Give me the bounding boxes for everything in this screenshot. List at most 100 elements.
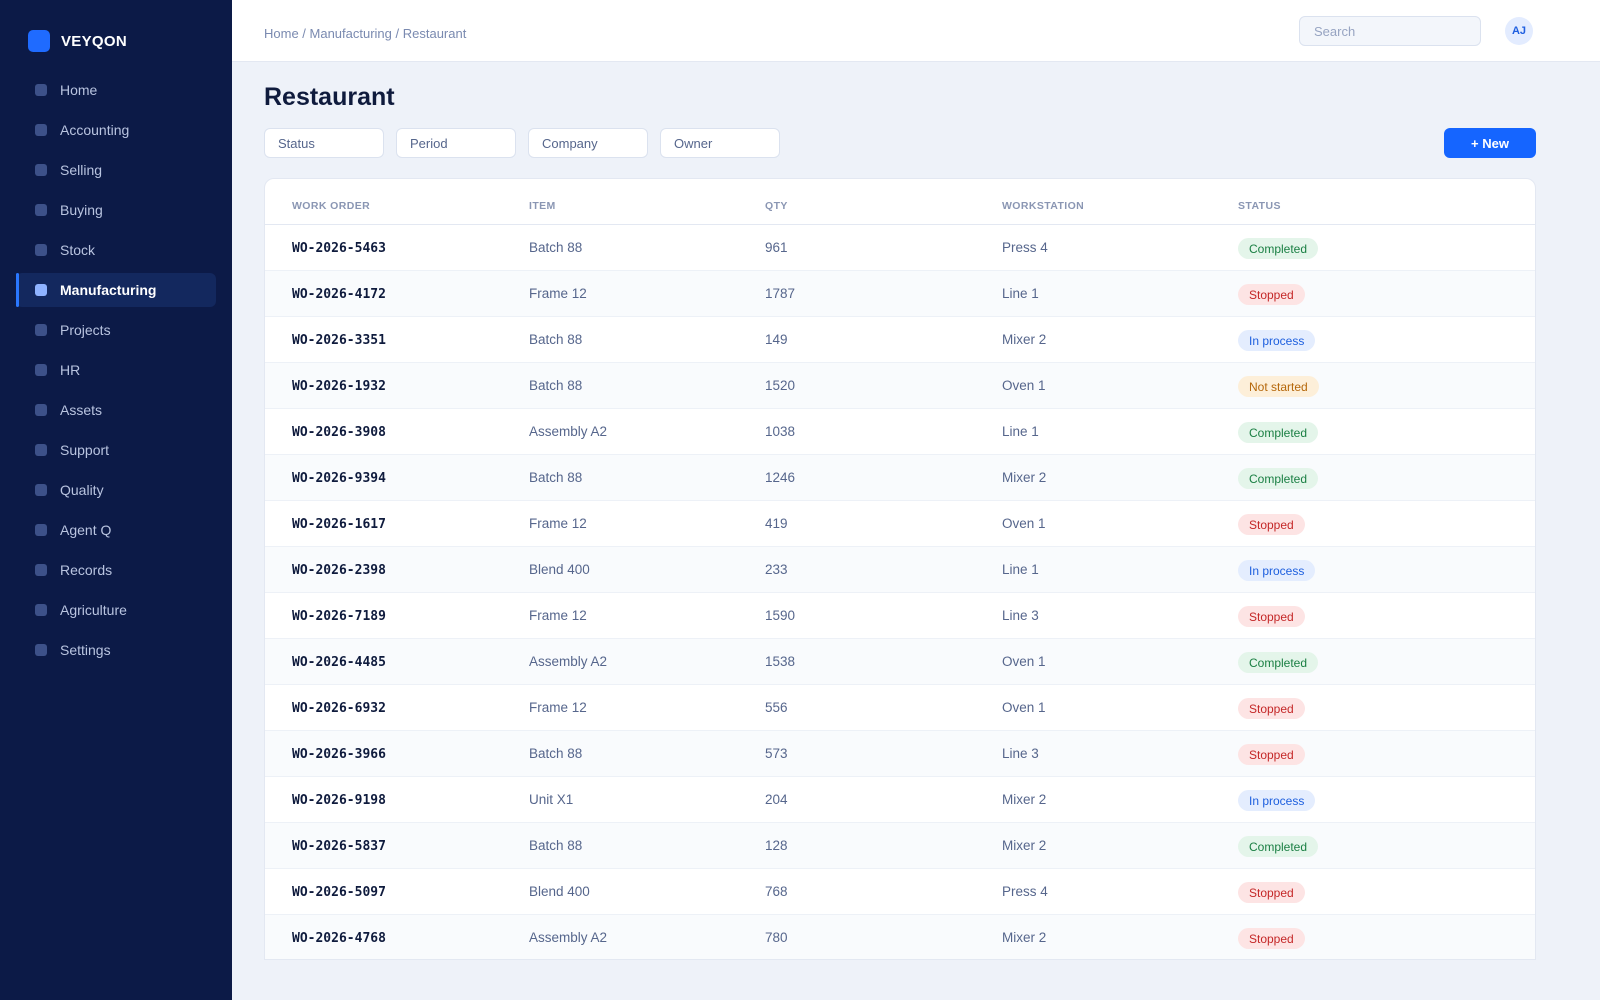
table-row[interactable]: WO-2026-5097 Blend 400 768 Press 4 Stopped [265,869,1535,915]
nav-bullet-icon [35,564,47,576]
work-order-cell[interactable]: WO-2026-1932 [292,379,386,394]
workstation-cell: Press 4 [1002,884,1048,899]
qty-cell: 149 [765,332,788,347]
sidebar-item-support[interactable]: Support [16,433,216,467]
table-row[interactable]: WO-2026-4485 Assembly A2 1538 Oven 1 Complet… [265,639,1535,685]
status-badge: In process [1238,790,1316,811]
table-row[interactable]: WO-2026-9394 Batch 88 1246 Mixer 2 Completed [265,455,1535,501]
item-cell: Batch 88 [529,838,583,853]
work-order-cell[interactable]: WO-2026-1617 [292,517,386,532]
table-row[interactable]: WO-2026-2398 Blend 400 233 Line 1 In process [265,547,1535,593]
sidebar-item-label: Support [60,442,110,458]
filter-owner[interactable]: Owner [660,128,780,158]
qty-cell: 419 [765,516,788,531]
status-badge: Stopped [1238,284,1305,305]
table-row[interactable]: WO-2026-9198 Unit X1 204 Mixer 2 In process [265,777,1535,823]
table-row[interactable]: WO-2026-3351 Batch 88 149 Mixer 2 In process [265,317,1535,363]
workstation-cell: Line 1 [1002,424,1039,439]
sidebar-item-projects[interactable]: Projects [16,313,216,347]
table-row[interactable]: WO-2026-3966 Batch 88 573 Line 3 Stopped [265,731,1535,777]
status-badge: Completed [1238,468,1319,489]
work-order-cell[interactable]: WO-2026-6932 [292,701,386,716]
new-button[interactable]: + New [1444,128,1536,158]
table-row[interactable]: WO-2026-3908 Assembly A2 1038 Line 1 Complet… [265,409,1535,455]
sidebar-item-label: Assets [60,402,103,418]
breadcrumb[interactable]: Home / Manufacturing / Restaurant [264,26,467,41]
sidebar-item-label: Home [60,82,98,98]
column-header-work-order[interactable]: WORK ORDER [292,200,371,212]
item-cell: Batch 88 [529,470,583,485]
column-header-workstation[interactable]: WORKSTATION [1002,200,1085,212]
workstation-cell: Mixer 2 [1002,792,1047,807]
column-header-status[interactable]: STATUS [1238,200,1281,212]
status-badge: Not started [1238,376,1319,397]
item-cell: Frame 12 [529,286,587,301]
item-cell: Batch 88 [529,746,583,761]
table-row[interactable]: WO-2026-4172 Frame 12 1787 Line 1 Stopped [265,271,1535,317]
sidebar-item-accounting[interactable]: Accounting [16,113,216,147]
work-order-cell[interactable]: WO-2026-5097 [292,885,386,900]
sidebar-item-agriculture[interactable]: Agriculture [16,593,216,627]
table-row[interactable]: WO-2026-1617 Frame 12 419 Oven 1 Stopped [265,501,1535,547]
avatar[interactable]: AJ [1505,17,1533,45]
status-badge: Stopped [1238,744,1305,765]
work-order-cell[interactable]: WO-2026-4485 [292,655,386,670]
nav-bullet-icon [35,244,47,256]
work-order-cell[interactable]: WO-2026-5463 [292,241,386,256]
filter-period[interactable]: Period [396,128,516,158]
workstation-cell: Mixer 2 [1002,838,1047,853]
work-order-cell[interactable]: WO-2026-3351 [292,333,386,348]
brand[interactable]: VEYQON [28,30,127,52]
sidebar-item-home[interactable]: Home [16,73,216,107]
workstation-cell: Line 1 [1002,562,1039,577]
work-order-cell[interactable]: WO-2026-2398 [292,563,386,578]
sidebar-item-buying[interactable]: Buying [16,193,216,227]
nav-bullet-icon [35,484,47,496]
sidebar-item-assets[interactable]: Assets [16,393,216,427]
workstation-cell: Line 3 [1002,746,1039,761]
work-order-cell[interactable]: WO-2026-4768 [292,931,386,946]
sidebar-item-records[interactable]: Records [16,553,216,587]
sidebar-item-quality[interactable]: Quality [16,473,216,507]
sidebar-item-settings[interactable]: Settings [16,633,216,667]
sidebar-item-selling[interactable]: Selling [16,153,216,187]
table-row[interactable]: WO-2026-1932 Batch 88 1520 Oven 1 Not starte… [265,363,1535,409]
sidebar-item-manufacturing[interactable]: Manufacturing [16,273,216,307]
sidebar-item-label: Manufacturing [60,282,157,298]
filter-company[interactable]: Company [528,128,648,158]
status-badge: In process [1238,560,1316,581]
nav-bullet-icon [35,444,47,456]
qty-cell: 1038 [765,424,796,439]
sidebar-item-stock[interactable]: Stock [16,233,216,267]
work-order-cell[interactable]: WO-2026-9394 [292,471,386,486]
table-row[interactable]: WO-2026-5837 Batch 88 128 Mixer 2 Completed [265,823,1535,869]
work-order-cell[interactable]: WO-2026-4172 [292,287,386,302]
work-order-cell[interactable]: WO-2026-7189 [292,609,386,624]
table-row[interactable]: WO-2026-6932 Frame 12 556 Oven 1 Stopped [265,685,1535,731]
search-input[interactable] [1299,16,1481,46]
status-badge: Completed [1238,238,1319,259]
nav-bullet-icon [35,524,47,536]
qty-cell: 556 [765,700,788,715]
table-row[interactable]: WO-2026-7189 Frame 12 1590 Line 3 Stopped [265,593,1535,639]
qty-cell: 1246 [765,470,796,485]
work-order-cell[interactable]: WO-2026-9198 [292,793,386,808]
table-row[interactable]: WO-2026-5463 Batch 88 961 Press 4 Completed [265,225,1535,271]
filter-status[interactable]: Status [264,128,384,158]
table-row[interactable]: WO-2026-4768 Assembly A2 780 Mixer 2 Stopped [265,915,1535,959]
sidebar-item-agent-q[interactable]: Agent Q [16,513,216,547]
item-cell: Batch 88 [529,240,583,255]
column-header-qty[interactable]: QTY [765,200,788,212]
item-cell: Frame 12 [529,516,587,531]
item-cell: Batch 88 [529,332,583,347]
column-header-item[interactable]: ITEM [529,200,556,212]
status-badge: Stopped [1238,698,1305,719]
work-order-cell[interactable]: WO-2026-3966 [292,747,386,762]
status-badge: Stopped [1238,514,1305,535]
work-order-cell[interactable]: WO-2026-3908 [292,425,386,440]
item-cell: Blend 400 [529,562,590,577]
workstation-cell: Mixer 2 [1002,470,1047,485]
work-order-cell[interactable]: WO-2026-5837 [292,839,386,854]
sidebar-item-hr[interactable]: HR [16,353,216,387]
workstation-cell: Mixer 2 [1002,930,1047,945]
